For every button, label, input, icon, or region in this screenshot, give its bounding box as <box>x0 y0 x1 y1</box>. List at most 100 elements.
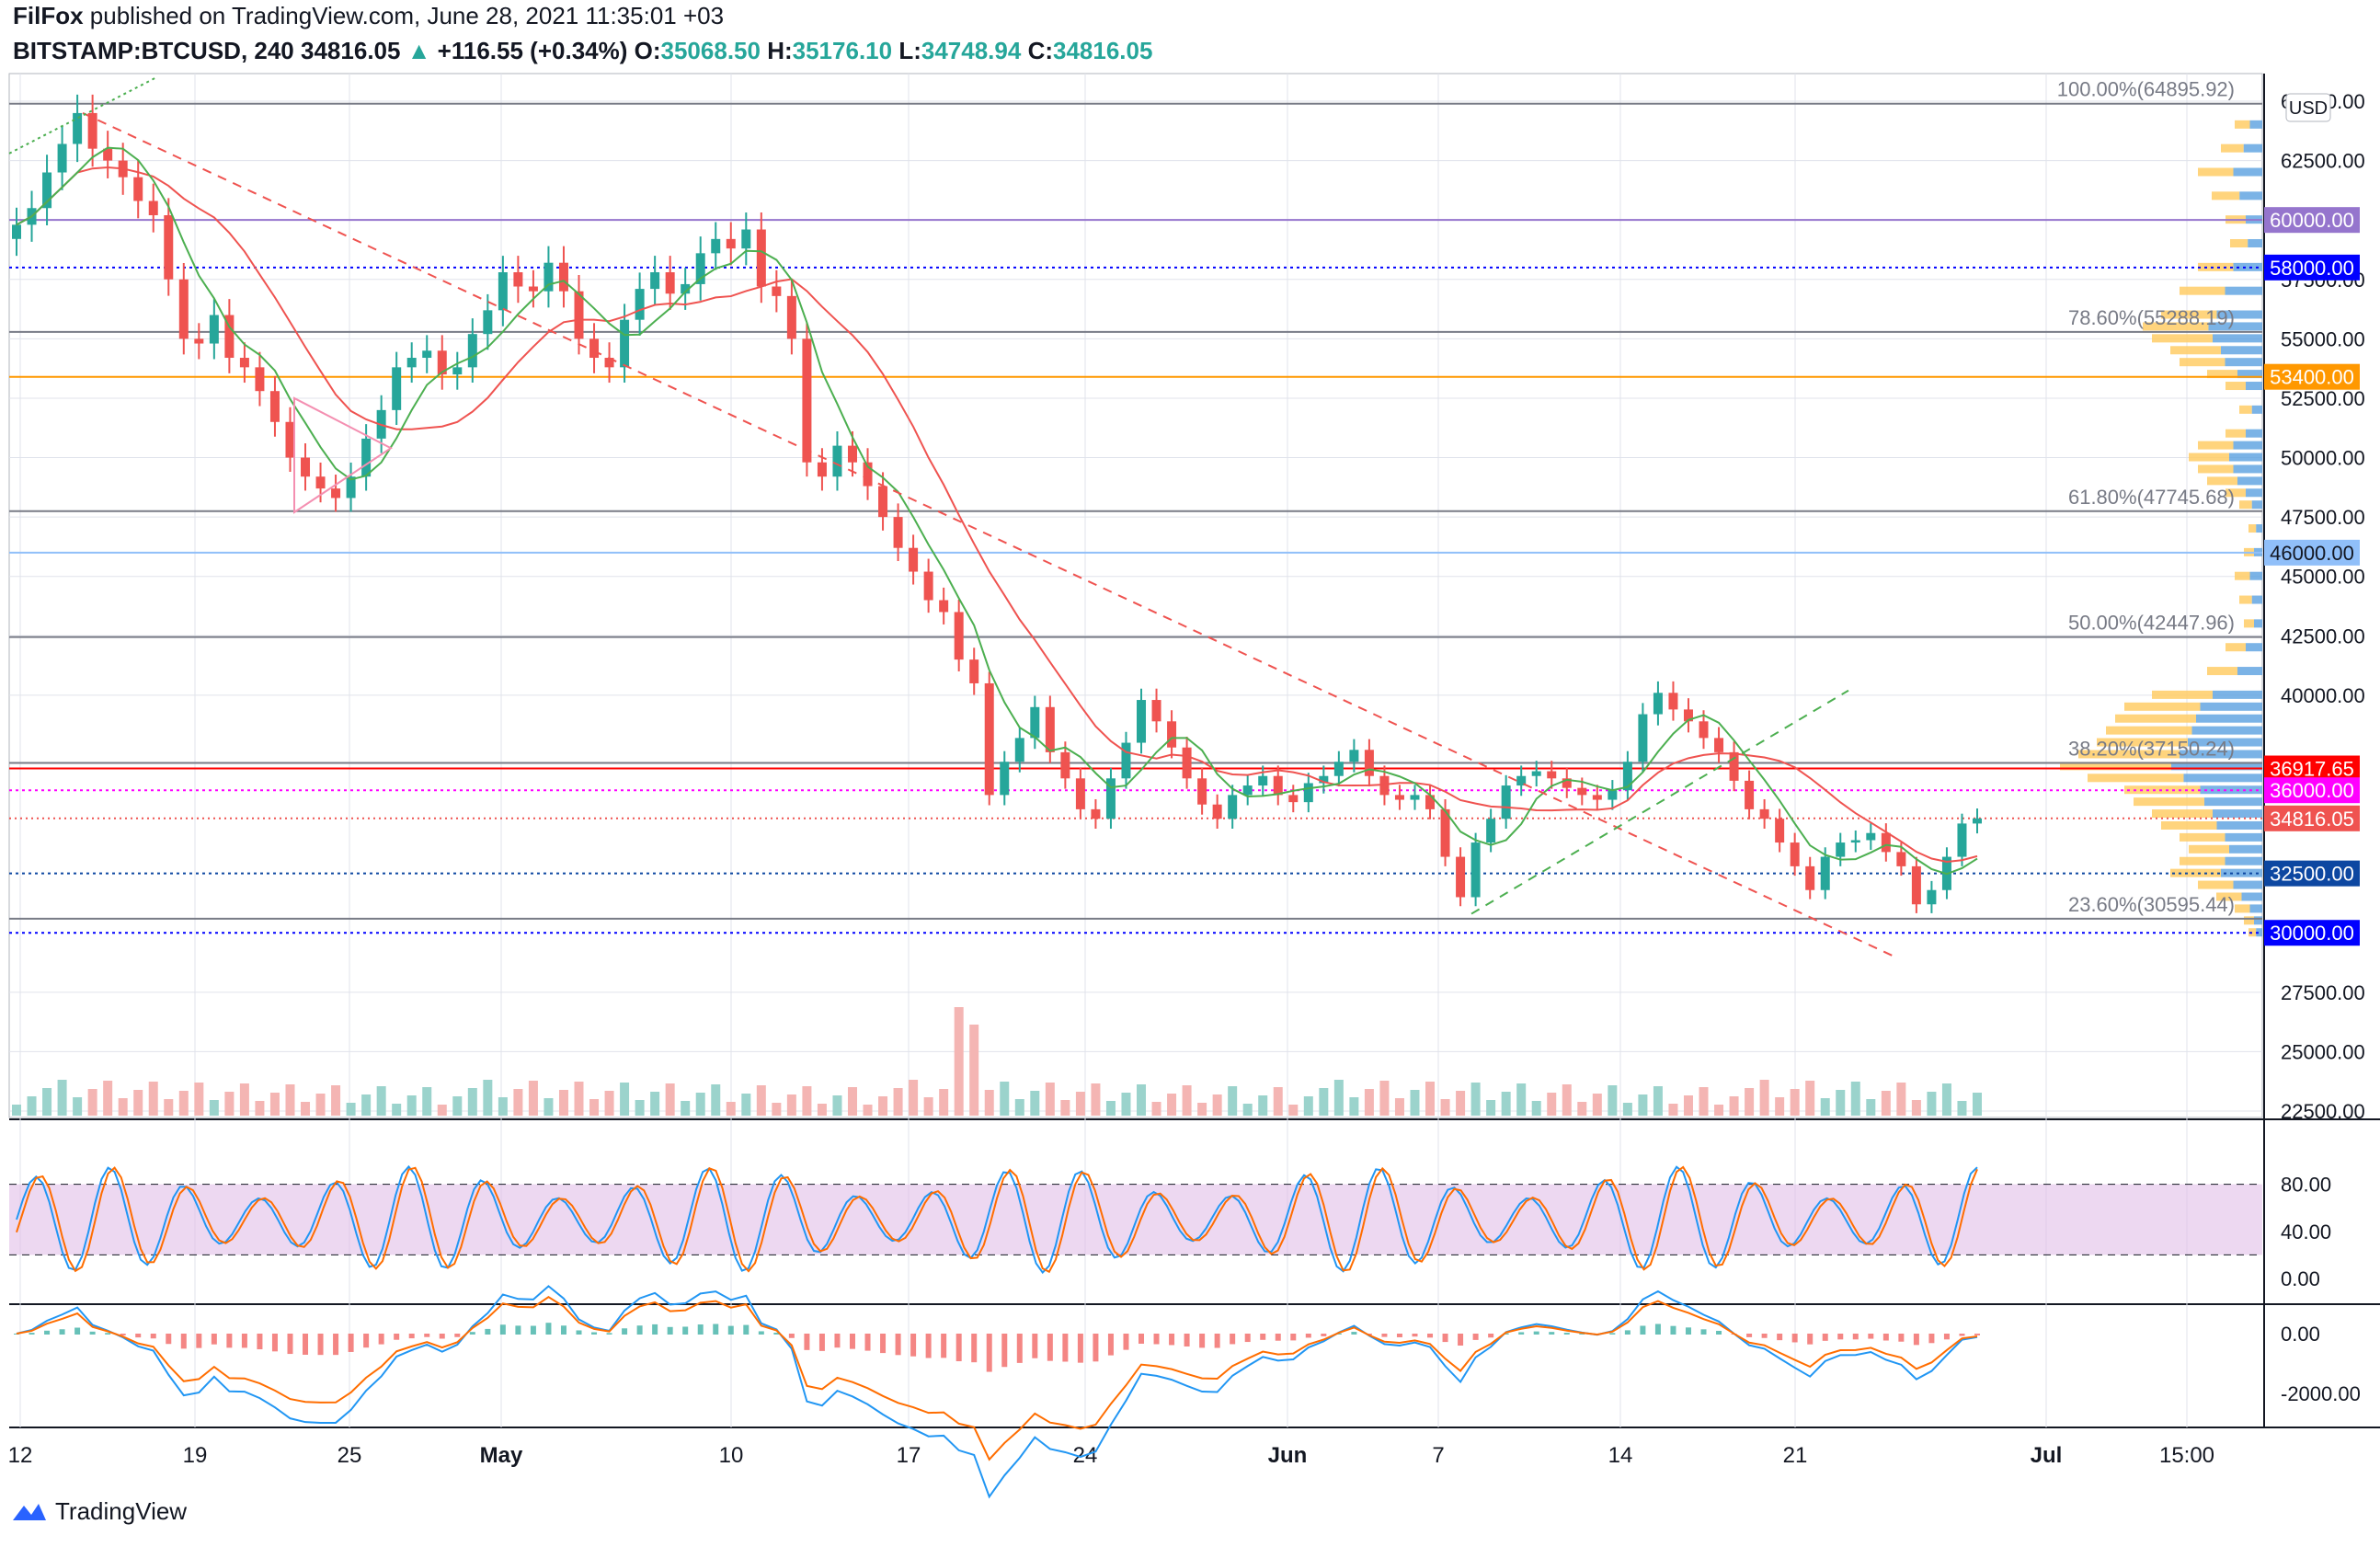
macd-line <box>16 1285 1978 1499</box>
volume-profile-bar <box>2060 762 2171 771</box>
candle-body <box>1714 738 1724 752</box>
macd-histogram-bar <box>1882 1334 1889 1341</box>
volume-bar <box>1228 1086 1238 1116</box>
price-badge <box>2264 207 2360 234</box>
macd-histogram-bar <box>895 1334 901 1356</box>
volume-bar <box>695 1093 705 1116</box>
candle-body <box>1000 762 1010 796</box>
volume-bar <box>1896 1083 1906 1116</box>
fib-level-label: 78.60%(55288.19) <box>2068 306 2235 329</box>
volume-profile-bar <box>2256 928 2262 937</box>
volume-bar <box>513 1089 523 1116</box>
candle-body <box>57 143 67 173</box>
volume-bar <box>1242 1104 1253 1116</box>
volume-bar <box>1288 1105 1299 1116</box>
candle-body <box>786 295 796 339</box>
macd-histogram-bar <box>1335 1333 1342 1335</box>
candle-body <box>1745 780 1755 809</box>
candle-body <box>1699 721 1709 739</box>
y-tick-label: 27500.00 <box>2281 981 2365 1004</box>
macd-histogram-bar <box>1700 1329 1707 1335</box>
macd-histogram-bar <box>652 1324 658 1335</box>
tradingview-logo-icon <box>13 1503 46 1520</box>
volume-profile-bar <box>2246 382 2262 391</box>
candle-body <box>1562 778 1572 788</box>
macd-histogram-bar <box>1913 1334 1919 1346</box>
macd-histogram-bar <box>727 1325 734 1335</box>
volume-bar <box>133 1090 143 1116</box>
volume-bar <box>528 1081 538 1116</box>
price-badge-label: 34816.05 <box>2270 808 2354 831</box>
candle-body <box>1425 795 1436 809</box>
macd-histogram-bar <box>469 1332 475 1335</box>
macd-histogram-bar <box>424 1334 430 1337</box>
volume-profile-bar <box>2208 322 2262 331</box>
volume-bar <box>361 1094 372 1116</box>
volume-profile-bar <box>2204 797 2262 807</box>
candle-body <box>1105 778 1116 819</box>
price-badge <box>2264 860 2360 887</box>
volume-bar <box>1516 1083 1527 1116</box>
macd-histogram-bar <box>1396 1334 1402 1337</box>
last-price: 34816.05 <box>301 37 401 64</box>
volume-bar <box>1790 1089 1800 1116</box>
candle-body <box>498 272 508 311</box>
macd-histogram-bar <box>271 1334 278 1352</box>
volume-profile-bar <box>2244 619 2254 628</box>
tradingview-footer: TradingView <box>11 1497 187 1526</box>
y-tick-label: 40000.00 <box>2281 684 2365 707</box>
y-tick-label: 47500.00 <box>2281 506 2365 529</box>
volume-bar <box>452 1096 463 1116</box>
candle-body <box>12 224 21 239</box>
candle-body <box>1228 795 1238 819</box>
volume-profile-bar <box>2226 429 2246 438</box>
volume-profile-bar <box>2189 844 2229 854</box>
volume-profile-bar <box>2248 524 2257 533</box>
volume-bar <box>1258 1095 1268 1116</box>
volume-bar <box>1045 1083 1055 1116</box>
x-tick-label: 17 <box>897 1443 921 1468</box>
macd-histogram-bar <box>1153 1334 1160 1345</box>
high-label: H: <box>767 37 793 64</box>
macd-histogram-bar <box>439 1334 445 1339</box>
volume-profile-bar <box>2249 904 2262 913</box>
volume-bar <box>1364 1089 1374 1116</box>
macd-histogram-bar <box>1791 1334 1798 1343</box>
x-tick-label: 19 <box>183 1443 208 1468</box>
candle-body <box>772 286 782 296</box>
candle-body <box>1957 823 1967 857</box>
volume-bar <box>73 1097 83 1116</box>
volume-bar <box>1137 1084 1147 1116</box>
volume-profile-bar <box>2152 809 2213 819</box>
volume-profile-bar <box>2226 382 2246 391</box>
symbol-label[interactable]: BITSTAMP:BTCUSD, 240 <box>13 37 294 64</box>
volume-bar <box>331 1085 341 1116</box>
volume-bar <box>1379 1081 1390 1116</box>
macd-histogram-bar <box>606 1333 612 1335</box>
volume-profile-bar <box>2161 820 2217 830</box>
macd-histogram-bar <box>576 1330 582 1335</box>
candle-body <box>1410 795 1420 800</box>
candle-body <box>1182 747 1192 779</box>
macd-histogram-bar <box>834 1334 841 1348</box>
y-tick-label: 22500.00 <box>2281 1100 2365 1123</box>
volume-bar <box>1000 1082 1010 1116</box>
candle-body <box>954 612 964 660</box>
price-badge <box>2264 755 2360 782</box>
volume-bar <box>832 1095 842 1116</box>
macd-histogram-bar <box>1943 1334 1950 1340</box>
macd-histogram-bar <box>1093 1334 1099 1362</box>
volume-profile-bar <box>2161 310 2217 319</box>
macd-histogram-bar <box>74 1327 81 1335</box>
macd-histogram-bar <box>667 1326 673 1335</box>
candle-body <box>164 215 174 280</box>
macd-histogram-bar <box>1139 1334 1145 1344</box>
trendline-ascending <box>1470 689 1849 915</box>
macd-histogram-bar <box>1563 1333 1570 1335</box>
volume-profile-bar <box>2221 868 2262 877</box>
tradingview-brand[interactable]: TradingView <box>55 1497 188 1525</box>
macd-histogram-bar <box>1199 1334 1206 1348</box>
currency-badge <box>2285 93 2331 122</box>
volume-profile-bar <box>2152 690 2213 699</box>
